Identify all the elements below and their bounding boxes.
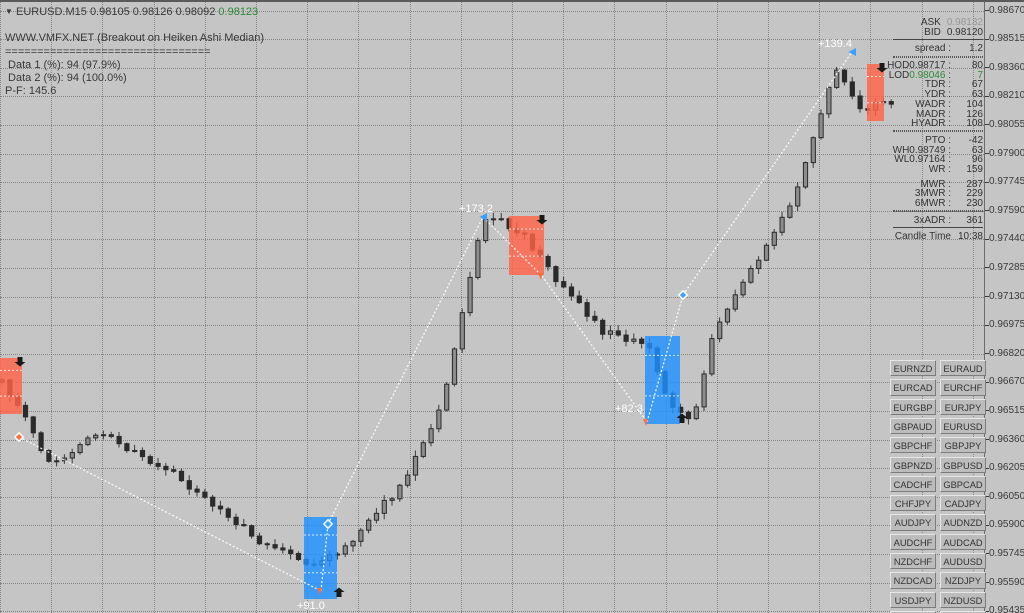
svg-text:+91.0: +91.0 (297, 600, 325, 612)
svg-text:+139.4: +139.4 (818, 38, 852, 50)
svg-text:+82.3: +82.3 (615, 403, 643, 415)
svg-text:+173.2: +173.2 (459, 203, 493, 215)
